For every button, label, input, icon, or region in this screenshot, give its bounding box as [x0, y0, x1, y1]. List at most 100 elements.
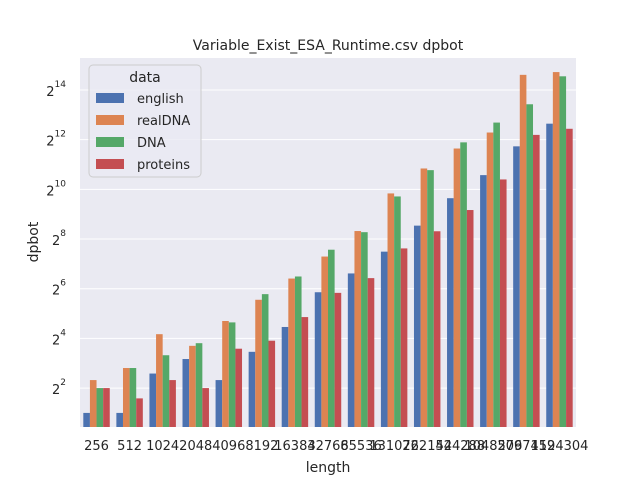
y-tick-label: 210 — [46, 179, 66, 199]
y-tick-label: 26 — [52, 279, 66, 299]
bar-realDNA-512 — [122, 368, 130, 427]
legend-label-english: english — [137, 92, 184, 107]
bar-realDNA-32768 — [321, 256, 328, 427]
legend-label-realDNA: realDNA — [137, 114, 190, 129]
bar-DNA-512 — [129, 368, 137, 427]
bar-proteins-4096 — [235, 348, 243, 427]
bar-DNA-8192 — [261, 294, 269, 427]
x-tick-label: 131072 — [369, 439, 419, 454]
y-tick-label: 212 — [46, 130, 66, 150]
x-tick-label: 2097152 — [497, 439, 555, 454]
bar-english-2097152 — [513, 146, 520, 427]
chart-title: Variable_Exist_ESA_Runtime.csv dpbot — [193, 38, 464, 54]
bar-english-1048576 — [480, 175, 487, 427]
bar-DNA-1048576 — [493, 122, 500, 428]
legend-items: english realDNA DNA proteins — [96, 92, 190, 173]
bar-proteins-1024 — [169, 380, 176, 427]
x-tick-label: 256 — [84, 439, 109, 454]
bar-DNA-32768 — [328, 249, 335, 427]
x-tick-label: 1048576 — [464, 439, 522, 454]
legend: data english realDNA DNA proteins — [88, 64, 202, 178]
bar-proteins-65536 — [367, 278, 375, 427]
bar-realDNA-16384 — [288, 278, 295, 427]
x-tick-label: 512 — [117, 439, 142, 454]
bar-english-8192 — [248, 351, 256, 427]
bar-proteins-524288 — [466, 210, 474, 427]
bar-DNA-4096 — [228, 322, 236, 427]
x-tick-label: 4096 — [212, 439, 245, 454]
bar-proteins-4194304 — [566, 128, 573, 427]
y-axis-label: dpbot — [26, 221, 42, 262]
bar-english-2048 — [182, 359, 190, 427]
bar-english-524288 — [447, 198, 454, 427]
x-tick-label: 1024 — [146, 439, 179, 454]
bar-DNA-2048 — [195, 343, 203, 427]
bar-english-4194304 — [546, 123, 553, 427]
y-tick-label: 24 — [52, 328, 66, 348]
bar-proteins-131072 — [400, 248, 408, 427]
legend-label-proteins: proteins — [137, 158, 190, 173]
bar-realDNA-131072 — [387, 193, 395, 427]
bar-english-512 — [116, 412, 123, 427]
bar-DNA-256 — [96, 388, 104, 427]
bar-realDNA-4194304 — [552, 72, 560, 427]
bar-realDNA-1048576 — [486, 132, 494, 427]
legend-swatch-proteins — [96, 159, 124, 169]
legend-swatch-DNA — [96, 137, 124, 147]
x-tick-label: 8192 — [245, 439, 278, 454]
bar-DNA-2097152 — [526, 104, 534, 427]
x-tick-label: 65536 — [340, 439, 381, 454]
bar-proteins-2097152 — [533, 134, 540, 427]
x-tick-label: 524288 — [435, 439, 485, 454]
y-tick-label: 28 — [52, 229, 66, 249]
bar-realDNA-262144 — [420, 168, 428, 428]
bar-realDNA-2097152 — [519, 74, 527, 428]
bar-DNA-65536 — [361, 232, 368, 427]
bar-proteins-1048576 — [499, 179, 507, 427]
bar-english-256 — [83, 412, 90, 427]
bar-realDNA-1024 — [156, 334, 163, 427]
x-tick-label: 4194304 — [531, 439, 589, 454]
bar-proteins-2048 — [202, 388, 209, 427]
bar-proteins-32768 — [334, 292, 342, 427]
bar-realDNA-8192 — [255, 299, 262, 427]
bar-DNA-1024 — [162, 355, 170, 427]
x-tick-label: 16384 — [274, 439, 315, 454]
bar-english-4096 — [215, 380, 223, 427]
x-axis-label: length — [306, 460, 351, 476]
legend-label-DNA: DNA — [137, 136, 166, 151]
bar-proteins-256 — [103, 388, 110, 427]
bar-DNA-262144 — [427, 170, 434, 427]
bar-proteins-8192 — [268, 340, 276, 427]
legend-swatch-english — [96, 93, 124, 103]
x-tick-label: 262144 — [402, 439, 452, 454]
legend-title: data — [129, 70, 161, 86]
y-tick-label: 214 — [46, 80, 66, 100]
x-tick-label: 2048 — [179, 439, 212, 454]
bar-english-262144 — [413, 225, 421, 427]
bar-DNA-16384 — [294, 276, 302, 427]
y-tick-label: 22 — [52, 378, 66, 398]
bar-proteins-16384 — [301, 317, 309, 427]
bar-DNA-4194304 — [559, 76, 567, 428]
bar-realDNA-2048 — [189, 345, 196, 427]
x-tick-labels: 256 512 1024 2048 4096 8192163843276865536131… — [84, 439, 588, 454]
bar-english-32768 — [314, 292, 322, 427]
bar-DNA-131072 — [394, 196, 401, 427]
x-tick-label: 32768 — [307, 439, 348, 454]
bar-proteins-512 — [136, 398, 143, 427]
legend-swatch-realDNA — [96, 115, 124, 125]
bar-DNA-524288 — [460, 142, 467, 427]
bar-proteins-262144 — [433, 231, 441, 427]
bar-english-131072 — [380, 251, 388, 427]
bar-english-65536 — [347, 273, 355, 427]
bar-english-16384 — [281, 326, 289, 427]
bars — [83, 72, 573, 428]
bar-realDNA-524288 — [453, 148, 461, 428]
bar-realDNA-65536 — [354, 231, 362, 427]
bar-realDNA-256 — [89, 380, 97, 427]
bar-english-1024 — [149, 373, 157, 427]
y-tick-labels: 22 24 26 28 210 212 214 — [46, 80, 66, 398]
bar-realDNA-4096 — [222, 320, 229, 427]
